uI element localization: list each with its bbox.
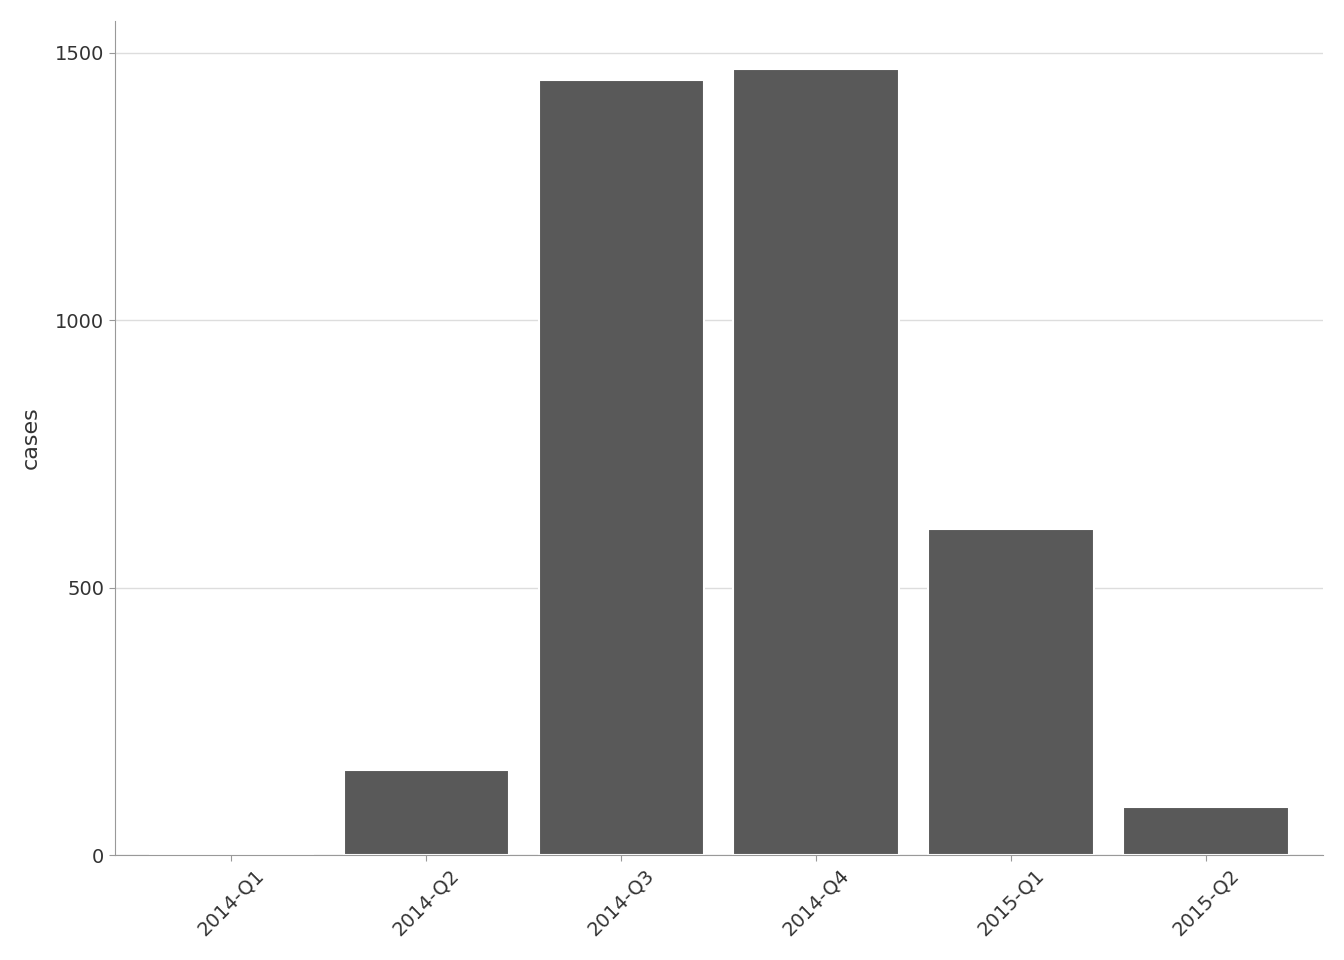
Bar [539, 80, 704, 855]
Bar [929, 529, 1094, 855]
Y-axis label: cases: cases [22, 407, 40, 469]
Bar [734, 69, 899, 855]
Bar [344, 770, 509, 855]
Bar [1124, 807, 1289, 855]
